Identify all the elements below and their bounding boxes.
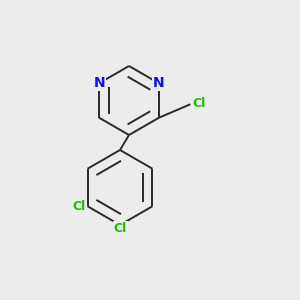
Text: N: N [93,76,105,90]
Text: N: N [153,76,165,90]
Text: Cl: Cl [192,97,206,110]
Text: Cl: Cl [73,200,86,213]
Text: Cl: Cl [113,221,127,235]
